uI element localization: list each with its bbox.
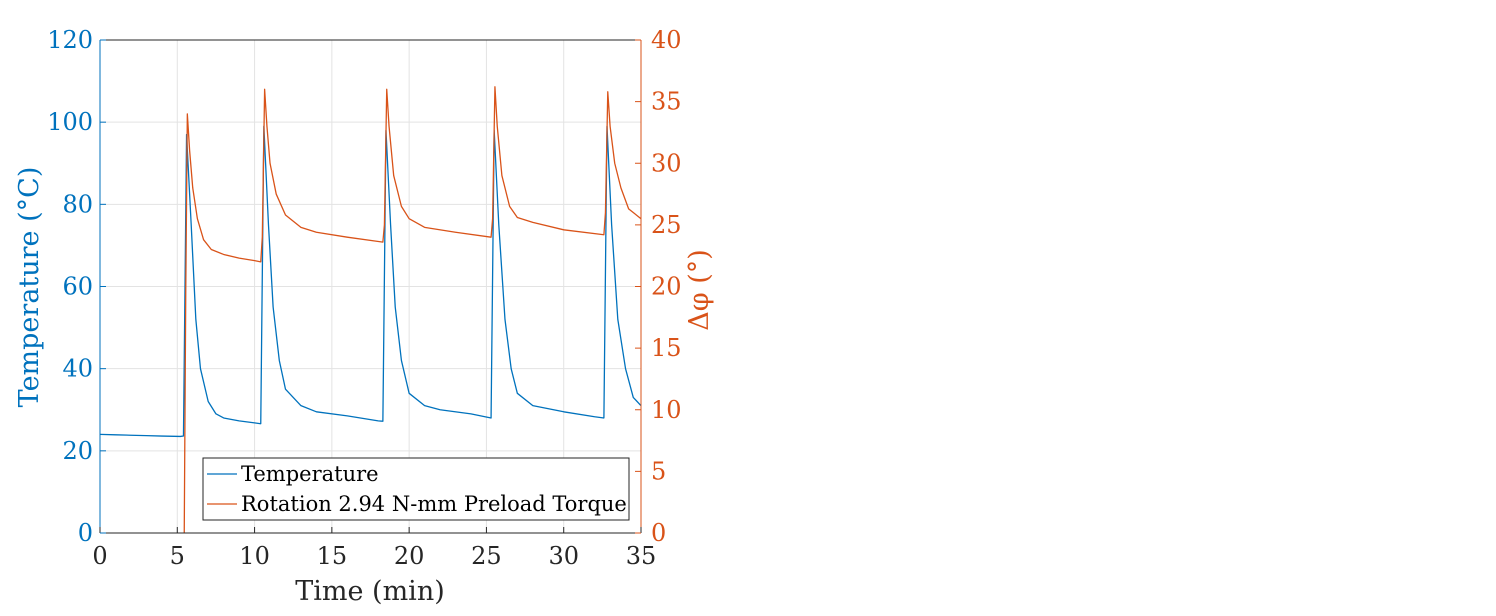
right-y-tick-label: 35 bbox=[651, 88, 682, 116]
x-axis-label: Time (min) bbox=[295, 576, 445, 607]
x-tick-label: 10 bbox=[239, 542, 270, 570]
legend-box bbox=[202, 457, 630, 521]
x-tick-label: 35 bbox=[626, 542, 657, 570]
right-y-tick-label: 20 bbox=[651, 273, 682, 301]
legend-label-temperature: Temperature bbox=[241, 462, 379, 486]
right-y-axis-label: Δφ (°) bbox=[684, 249, 715, 331]
left-y-tick-label: 120 bbox=[47, 26, 93, 54]
right-y-tick-label: 5 bbox=[651, 457, 666, 485]
grid-lines bbox=[100, 40, 641, 533]
left-y-tick-label: 40 bbox=[62, 355, 93, 383]
right-y-tick-label: 15 bbox=[651, 334, 682, 362]
left-y-tick-label: 20 bbox=[62, 437, 93, 465]
legend-label-rotation: Rotation 2.94 N-mm Preload Torque bbox=[241, 492, 627, 516]
x-tick-label: 20 bbox=[394, 542, 425, 570]
x-tick-label: 25 bbox=[471, 542, 502, 570]
x-tick-label: 0 bbox=[92, 542, 107, 570]
axis-ticks: 0 5 10 15 20 25 30 3502040608010012005101520253… bbox=[47, 26, 681, 570]
right-y-tick-label: 40 bbox=[651, 26, 682, 54]
right-y-tick-label: 0 bbox=[651, 519, 666, 547]
x-tick-label: 30 bbox=[548, 542, 579, 570]
series-lines bbox=[99, 86, 642, 534]
right-y-tick-label: 10 bbox=[651, 396, 682, 424]
left-y-tick-label: 100 bbox=[47, 108, 93, 136]
left-y-axis-label: Temperature (°C) bbox=[14, 167, 45, 408]
temperature-series-line bbox=[99, 125, 642, 438]
x-tick-label: 15 bbox=[317, 542, 348, 570]
legend: Temperature Rotation 2.94 N-mm Preload T… bbox=[202, 457, 630, 521]
left-y-tick-label: 80 bbox=[62, 190, 93, 218]
x-tick-label: 5 bbox=[170, 542, 185, 570]
left-y-tick-label: 0 bbox=[78, 519, 93, 547]
right-y-tick-label: 30 bbox=[651, 149, 682, 177]
rotation-series-line bbox=[183, 86, 642, 534]
right-y-tick-label: 25 bbox=[651, 211, 682, 239]
left-y-tick-label: 60 bbox=[62, 273, 93, 301]
